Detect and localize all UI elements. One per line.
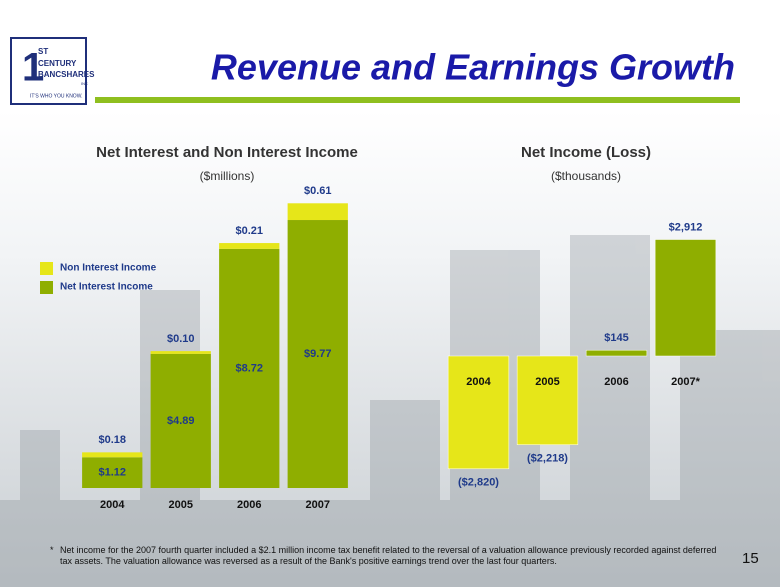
logo-text: INC xyxy=(81,81,88,86)
value-label: $1.12 xyxy=(98,467,126,479)
value-label: ($2,820) xyxy=(458,477,499,489)
bar xyxy=(585,349,648,357)
city-skyline xyxy=(0,235,780,587)
logo: 1 ST CENTURY BANCSHARES INC IT'S WHO YOU… xyxy=(10,37,95,105)
x-tick-label: 2004 xyxy=(466,376,491,388)
value-label: $0.18 xyxy=(98,434,126,446)
x-tick-label: 2006 xyxy=(237,499,261,511)
bar-segment xyxy=(287,220,348,488)
footnote-mark: * xyxy=(50,545,54,555)
value-label: $145 xyxy=(604,332,628,344)
bar-segment xyxy=(287,203,348,221)
legend-label: Net Interest Income xyxy=(60,282,153,293)
value-label: $9.77 xyxy=(304,348,332,360)
legend-label: Non Interest Income xyxy=(60,263,157,274)
value-label: $8.72 xyxy=(235,362,263,374)
x-tick-label: 2005 xyxy=(535,376,559,388)
legend-swatch xyxy=(40,262,53,275)
logo-text: ST xyxy=(38,47,48,56)
logo-number: 1 xyxy=(22,46,44,90)
value-label: $0.21 xyxy=(235,225,263,237)
x-tick-label: 2007 xyxy=(306,499,330,511)
value-label: ($2,218) xyxy=(527,453,568,465)
chart-subtitle: ($thousands) xyxy=(551,169,621,183)
footnote-text: Net income for the 2007 fourth quarter i… xyxy=(60,545,717,566)
bar xyxy=(654,239,717,357)
x-tick-label: 2007* xyxy=(671,376,700,388)
x-tick-label: 2005 xyxy=(169,499,193,511)
x-tick-label: 2006 xyxy=(604,376,628,388)
bar xyxy=(516,355,579,445)
chart-title: Net Income (Loss) xyxy=(521,144,651,161)
background xyxy=(0,110,780,587)
logo-text: BANCSHARES xyxy=(38,70,95,79)
bar-segment xyxy=(219,248,280,488)
footnote: * Net income for the 2007 fourth quarter … xyxy=(50,545,720,567)
bar-segment xyxy=(150,353,211,488)
page-number: 15 xyxy=(742,550,759,567)
slide-title: Revenue and Earnings Growth xyxy=(211,47,735,88)
value-label: $0.61 xyxy=(304,185,332,197)
chart-title: Net Interest and Non Interest Income xyxy=(96,144,358,161)
title-rule xyxy=(95,97,740,103)
logo-tagline: IT'S WHO YOU KNOW. xyxy=(30,93,83,99)
value-label: $4.89 xyxy=(167,415,195,427)
value-label: $2,912 xyxy=(669,221,703,233)
value-label: $0.10 xyxy=(167,333,195,345)
x-tick-label: 2004 xyxy=(100,499,125,511)
bar-segment xyxy=(150,351,211,354)
bar-segment xyxy=(219,243,280,249)
logo-text: CENTURY xyxy=(38,59,77,68)
bar-segment xyxy=(82,452,143,458)
legend-swatch xyxy=(40,281,53,294)
bar-segment xyxy=(82,457,143,488)
chart-subtitle: ($millions) xyxy=(200,169,255,183)
bar xyxy=(447,355,510,470)
